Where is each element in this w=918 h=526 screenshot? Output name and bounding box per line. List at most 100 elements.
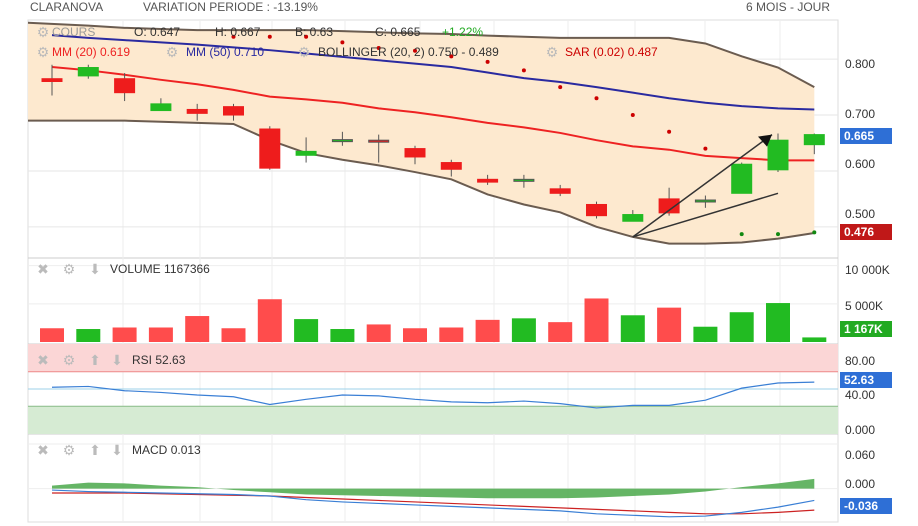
- candle-body: [114, 78, 136, 94]
- sar-point: [521, 68, 526, 73]
- candle-body: [477, 178, 499, 183]
- volume-bar: [766, 303, 790, 342]
- price-tick: 0.600: [845, 157, 876, 171]
- trend-arrowhead: [758, 134, 772, 147]
- last-macd-tag: -0.036: [840, 498, 892, 514]
- rsi-tick: 0.000: [845, 423, 876, 437]
- volume-bar: [439, 327, 464, 342]
- arrow-up-icon[interactable]: ⬆: [89, 442, 101, 458]
- volume-bar: [294, 319, 319, 342]
- sar-point: [739, 232, 744, 237]
- legend-high: H: 0.667: [215, 25, 261, 39]
- volume-bar: [475, 319, 500, 342]
- gear-icon[interactable]: ⚙: [62, 261, 76, 277]
- sar-point: [703, 146, 708, 151]
- period-variation: VARIATION PERIODE : -13.19%: [143, 0, 318, 14]
- trend-arrow-line: [632, 133, 773, 238]
- volume-bar: [511, 318, 536, 342]
- volume-bar: [693, 326, 718, 342]
- sar-point: [267, 34, 272, 39]
- sar-point: [776, 232, 780, 237]
- candle-body: [368, 139, 390, 143]
- volume-bar: [657, 307, 682, 342]
- sar-price-tag: 0.476: [840, 224, 892, 240]
- gear-icon[interactable]: ⚙: [297, 44, 311, 60]
- candle-body: [186, 108, 208, 114]
- volume-bar: [366, 324, 391, 342]
- sar-point: [485, 59, 490, 64]
- volume-bar: [76, 329, 101, 342]
- volume-bar: [330, 329, 355, 342]
- mm50-line: [51, 34, 815, 111]
- bollinger-band: [28, 22, 815, 244]
- sar-point: [231, 34, 236, 39]
- close-icon[interactable]: ✖: [37, 442, 49, 458]
- volume-bar: [148, 327, 173, 342]
- macd-tick: 0.060: [845, 448, 876, 462]
- sar-point: [667, 129, 672, 134]
- volume-bar: [40, 328, 64, 342]
- close-icon[interactable]: ✖: [37, 261, 49, 277]
- rsi-tick: 40.00: [845, 388, 876, 402]
- volume-bar: [221, 328, 246, 342]
- volume-bar: [257, 299, 282, 342]
- arrow-down-icon[interactable]: ⬇: [89, 261, 101, 277]
- candle-body: [331, 139, 353, 143]
- gear-icon[interactable]: ⚙: [545, 44, 559, 60]
- rsi-line: [51, 381, 815, 409]
- rsi-tick: 80.00: [845, 354, 876, 368]
- rsi-oversold-zone: [28, 406, 838, 434]
- volume-tick: 5 000K: [845, 299, 884, 313]
- macd-line: [51, 489, 815, 518]
- legend-cours: COURS: [52, 25, 96, 39]
- arrow-down-icon[interactable]: ⬇: [111, 442, 123, 458]
- macd-histogram: [52, 478, 815, 499]
- candle-body: [150, 103, 172, 112]
- volume-bar: [185, 316, 210, 342]
- candle-body: [77, 67, 99, 77]
- last-price-tag: 0.665: [840, 128, 892, 144]
- legend-bollinger: BOLLINGER (20, 2) 0.750 - 0.489: [318, 45, 499, 59]
- last-rsi-tag: 52.63: [840, 372, 892, 388]
- gear-icon[interactable]: ⚙: [62, 442, 76, 458]
- period-selector[interactable]: 6 MOIS - JOUR: [746, 0, 831, 14]
- bollinger-lower-line: [28, 119, 815, 245]
- gear-icon[interactable]: ⚙: [36, 24, 50, 40]
- candle-body: [259, 128, 281, 169]
- price-tick: 0.700: [845, 107, 876, 121]
- candle-body: [295, 150, 317, 156]
- trend-line: [632, 192, 779, 238]
- arrow-up-icon[interactable]: ⬆: [89, 352, 101, 368]
- candle-body: [404, 148, 426, 158]
- gear-icon[interactable]: ⚙: [36, 44, 50, 60]
- sar-point: [594, 96, 599, 101]
- volume-label: VOLUME 1167366: [110, 262, 210, 276]
- legend-change: +1.22%: [442, 25, 484, 39]
- candle-body: [586, 203, 607, 217]
- volume-bar: [112, 327, 137, 342]
- chart-frame: [27, 19, 839, 523]
- arrow-down-icon[interactable]: ⬇: [111, 352, 123, 368]
- mm20-line: [51, 65, 815, 162]
- sar-point: [812, 230, 817, 235]
- gear-icon[interactable]: ⚙: [62, 352, 76, 368]
- volume-bar: [620, 315, 645, 342]
- candle-body: [440, 162, 462, 170]
- sar-point: [558, 85, 563, 90]
- macd-signal-line: [52, 492, 815, 515]
- sar-point: [304, 34, 309, 39]
- rsi-label: RSI 52.63: [132, 353, 186, 367]
- close-icon[interactable]: ✖: [37, 352, 49, 368]
- sar-point: [376, 45, 381, 50]
- price-tick: 0.800: [845, 57, 876, 71]
- volume-bar: [548, 322, 573, 342]
- gear-icon[interactable]: ⚙: [165, 44, 179, 60]
- sar-point: [413, 48, 417, 53]
- last-volume-tag: 1 167K: [840, 321, 892, 337]
- volume-tick: 10 000K: [845, 263, 890, 277]
- rsi-overbought-zone: [28, 344, 838, 372]
- legend-sar: SAR (0.02) 0.487: [565, 45, 658, 59]
- volume-bar: [802, 337, 827, 342]
- legend-mm50: MM (50) 0.710: [186, 45, 265, 59]
- candle-body: [803, 134, 825, 146]
